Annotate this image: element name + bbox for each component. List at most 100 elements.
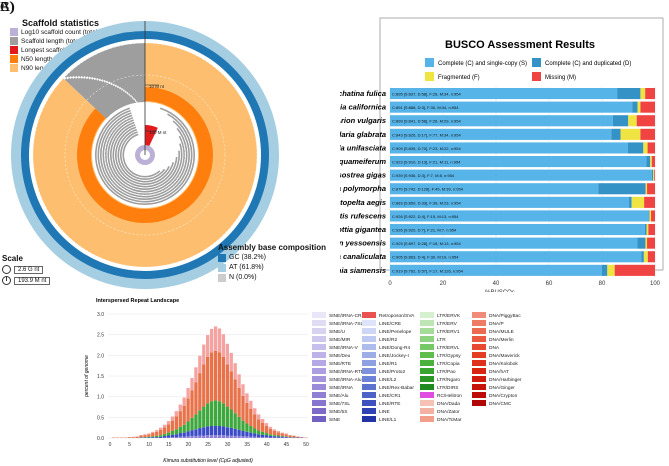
busco-legend-label: Complete (C) and duplicated (D): [545, 61, 631, 67]
repeat-bar-segment: [264, 426, 269, 434]
repeat-bar-segment: [178, 436, 182, 438]
repeat-bar-segment: [190, 435, 194, 438]
repeat-bar-segment: [249, 408, 253, 427]
repeat-bar-segment: [221, 356, 226, 404]
scaffold-step: [93, 77, 97, 81]
repeat-bar-segment: [213, 350, 218, 401]
repeat-bar-segment: [245, 431, 249, 437]
repeat-legend-label: DNA: [489, 345, 500, 351]
scaffold-step: [128, 93, 131, 96]
repeat-bar-segment: [147, 433, 151, 435]
repeat-bar-segment: [237, 435, 241, 438]
repeat-bar-segment: [198, 428, 202, 436]
busco-bar-segment: [645, 183, 648, 195]
legend-swatch: [10, 55, 18, 63]
repeat-xlabel: Kimura substitution level (CpG adjusted): [163, 458, 253, 464]
busco-bar-label: C:899 [S:841, D:58], F:26, M:29, n:954: [392, 119, 461, 124]
repeat-legend-swatch: [312, 392, 326, 398]
repeat-bar-segment: [206, 403, 210, 427]
scaffold-step: [130, 94, 132, 98]
repeat-legend-swatch: [362, 408, 376, 414]
repeat-bar-segment: [158, 429, 163, 436]
repeat-bar-segment: [170, 437, 175, 438]
repeat-bar-segment: [221, 426, 226, 436]
composition-label: GC (38.2%): [229, 254, 266, 261]
repeat-legend-label: DNA/Maverick: [489, 353, 520, 359]
scaffold-step: [122, 89, 125, 92]
repeat-bar-segment: [241, 436, 245, 438]
repeat-bar-segment: [284, 436, 288, 438]
repeat-legend-label: LINE/Penelope: [379, 329, 412, 335]
repeat-legend-swatch: [420, 336, 434, 342]
repeat-bar-segment: [233, 363, 237, 380]
repeat-legend-label: LINE/Dong-R4: [379, 345, 411, 351]
busco-bar-label: C:909 [S:839, D:70], F:23, M:22, n:954: [392, 146, 461, 151]
busco-category-label: Aplysia californica: [340, 103, 386, 112]
repeat-bar-segment: [194, 435, 198, 438]
busco-bar-label: C:919 [S:762, D:57], F:17, M:126, n:954: [392, 268, 464, 273]
repeat-legend-label: LINE/Rex-Babar: [379, 385, 414, 391]
repeat-legend-swatch: [420, 360, 434, 366]
busco-bar-segment: [614, 264, 655, 276]
repeat-legend-label: LTR/ERVK: [437, 313, 461, 319]
repeat-bar-segment: [237, 429, 241, 436]
repeat-bar-segment: [178, 433, 182, 437]
repeat-legend-swatch: [312, 344, 326, 350]
repeat-legend-label: LTR: [437, 337, 446, 343]
repeat-bar-segment: [194, 367, 198, 383]
repeat-legend-label: LTR/Copia: [437, 361, 460, 367]
repeat-bar-segment: [178, 404, 182, 412]
scale-item-radius: 193.9 M nt: [2, 276, 51, 285]
repeat-bar-segment: [253, 428, 257, 434]
repeat-legend-swatch: [312, 328, 326, 334]
repeat-legend-label: LTR/ERV: [437, 321, 458, 327]
repeat-bar-segment: [272, 436, 277, 438]
repeat-legend-label: DNA/Crypton: [489, 393, 518, 399]
scaffold-step: [85, 76, 89, 80]
repeat-bar-segment: [260, 418, 265, 423]
repeat-bar-segment: [143, 435, 147, 438]
busco-bar-segment: [651, 156, 655, 168]
busco-bar-segment: [650, 156, 652, 168]
repeat-legend-swatch: [420, 344, 434, 350]
repeat-bar-segment: [174, 437, 178, 438]
repeat-bar-segment: [198, 435, 202, 438]
busco-xlabel: %BUSCOs: [485, 290, 515, 292]
repeat-bar-segment: [202, 406, 206, 428]
repeat-legend-swatch: [420, 320, 434, 326]
busco-bar-label: C:926 [S:920, D:7], F:21, M:7, n:954: [392, 228, 457, 233]
repeat-bar-segment: [194, 414, 198, 430]
repeat-bar-segment: [217, 352, 222, 402]
scaffold-legend-item: Scaffold length (total 3 G nt): [10, 37, 102, 45]
repeat-legend-swatch: [312, 384, 326, 390]
repeat-legend-swatch: [312, 320, 326, 326]
repeat-bar-segment: [213, 435, 218, 438]
repeat-bar-segment: [292, 435, 296, 438]
repeat-xtick: 0: [109, 442, 112, 448]
repeat-legend-label: LINE/Jockey-I: [379, 353, 409, 359]
repeat-bar-segment: [127, 437, 131, 438]
busco-title: BUSCO Assessment Results: [445, 39, 595, 51]
repeat-bar-segment: [190, 430, 194, 436]
repeat-bar-segment: [202, 427, 206, 436]
busco-bar-segment: [645, 88, 655, 100]
busco-xtick: 40: [493, 281, 500, 287]
legend-swatch: [10, 37, 18, 45]
repeat-legend-swatch: [472, 352, 486, 358]
repeat-legend-label: LINE/L2: [379, 377, 397, 383]
busco-category-label: Chrysomallon squameiferum: [340, 157, 386, 166]
busco-bar-segment: [390, 251, 642, 263]
busco-bar-label: C:870 [S:742, D:128], F:45, M:39, n:954: [392, 187, 464, 192]
scaffold-step: [124, 90, 127, 94]
repeat-bar-segment: [166, 421, 171, 425]
repeat-bar-segment: [170, 434, 175, 438]
repeat-legend-label: LTR/DIRS: [437, 385, 459, 391]
scaffold-step: [98, 78, 102, 82]
busco-bar-segment: [390, 264, 602, 276]
repeat-bar-segment: [170, 430, 175, 435]
repeat-bar-segment: [257, 434, 261, 438]
repeat-bar-segment: [209, 435, 214, 438]
repeat-bar-segment: [166, 432, 171, 436]
repeat-bar-segment: [182, 397, 186, 406]
repeat-ytick: 1.0: [97, 395, 104, 401]
